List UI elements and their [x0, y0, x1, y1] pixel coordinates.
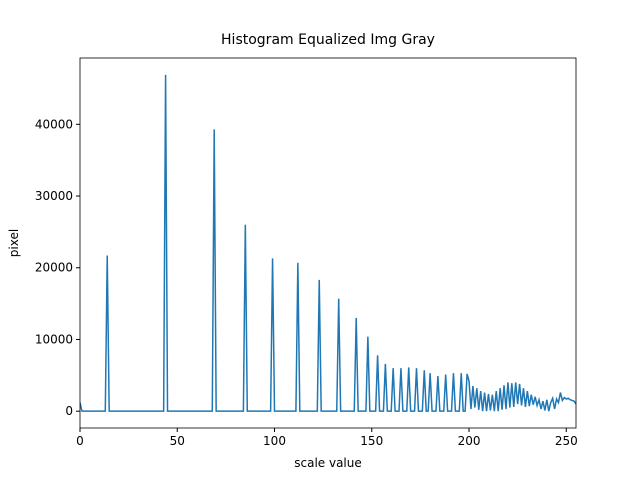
y-tick-label: 0	[65, 404, 73, 418]
y-tick-label: 10000	[35, 332, 73, 346]
x-tick-label: 50	[170, 434, 185, 448]
y-axis-label: pixel	[7, 229, 21, 257]
line-series	[80, 74, 576, 412]
x-tick-label: 250	[555, 434, 578, 448]
x-axis-label: scale value	[294, 456, 362, 470]
x-tick-label: 200	[458, 434, 481, 448]
y-tick-label: 40000	[35, 117, 73, 131]
x-tick-label: 0	[76, 434, 84, 448]
y-tick-label: 30000	[35, 189, 73, 203]
y-tick-label: 20000	[35, 261, 73, 275]
x-tick-label: 150	[360, 434, 383, 448]
chart-title: Histogram Equalized Img Gray	[221, 32, 435, 48]
x-tick-label: 100	[263, 434, 286, 448]
plot-frame	[79, 57, 577, 429]
